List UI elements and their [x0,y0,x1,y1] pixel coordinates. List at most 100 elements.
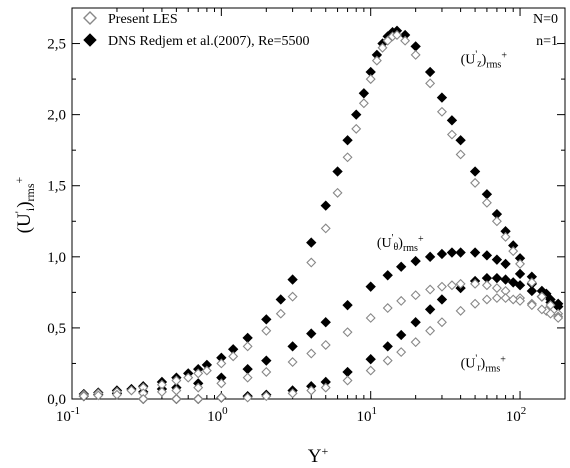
les-point-z [371,55,382,66]
les-point-z [228,351,239,362]
dns-point-r [436,294,448,305]
les-point-z [491,216,502,227]
les-point-z [126,385,137,396]
dns-point-z [275,294,286,305]
x-tick-label: 100 [207,405,228,425]
les-point-θ [491,283,502,294]
x-tick-label: 10-1 [56,405,80,425]
dns-point-z [332,166,343,177]
les-point-θ [365,312,376,323]
dns-point-θ [396,261,407,272]
dns-point-θ [365,281,376,292]
les-point-r [553,312,564,323]
les-point-θ [111,389,122,400]
dns-point-r [382,341,393,352]
les-point-r [138,394,149,404]
les-point-r [193,394,204,404]
curve-label-r: (U'r)rms+ [461,354,507,375]
dns-point-z [469,166,481,177]
les-point-z [410,49,421,60]
y-axis-title: (U'i)rms+ [12,176,37,233]
dns-point-r [410,317,421,328]
les-point-θ [425,284,436,295]
les-point-r [508,294,519,305]
dns-point-θ [382,270,393,281]
les-point-r [287,388,298,399]
les-point-z [515,258,526,269]
dns-point-θ [242,363,253,375]
les-point-θ [216,378,227,389]
les-point-z [508,246,519,257]
les-point-r [342,375,353,386]
les-point-θ [287,357,298,368]
dns-point-θ [500,258,511,270]
les-point-θ [382,303,393,313]
dns-point-θ [410,255,421,267]
les-point-z [332,187,343,198]
les-point-z [261,325,272,336]
les-point-z [500,231,511,242]
dns-point-z [320,200,331,211]
curve-label-z: (U'z)rms+ [461,49,508,70]
les-point-z [171,375,182,386]
dns-point-z [306,237,317,248]
les-point-r [410,337,421,348]
dns-point-z [351,109,362,120]
svg-text:(U'i)rms+: (U'i)rms+ [12,176,37,233]
dns-point-z [455,135,466,146]
data-points [78,25,564,405]
dns-point-θ [261,355,272,366]
dns-point-r [342,366,353,378]
y-tick-label: 2,0 [47,108,66,124]
dns-point-θ [287,341,298,352]
dns-point-z [446,115,458,126]
legend-label-les: Present LES [108,12,178,27]
dns-point-z [342,135,353,146]
les-point-θ [320,339,331,350]
les-point-z [242,341,253,352]
les-point-z [455,149,466,160]
les-point-r [396,347,407,358]
les-point-θ [481,280,492,291]
dns-point-z [481,189,493,200]
les-point-z [342,152,353,163]
les-point-r [382,355,393,366]
dns-point-r [396,329,407,341]
les-point-z [320,223,331,234]
dns-point-θ [469,247,481,258]
les-point-r [536,304,547,315]
y-tick-label: 2,5 [47,37,66,53]
y-tick-label: 0,5 [47,321,66,337]
curve-annotations: (U'z)rms+ (U'θ)rms+ (U'r)rms+ [377,49,507,374]
les-point-r [216,392,227,403]
y-tick-label: 1,5 [47,179,66,195]
dns-point-z [436,92,448,103]
les-point-z [436,106,447,117]
les-point-θ [410,290,421,301]
param-n-small: n=1 [536,34,558,49]
les-point-z [536,291,547,302]
les-point-r [545,308,556,319]
les-point-z [306,257,317,268]
les-point-θ [436,281,447,292]
les-point-z [446,129,457,140]
axis-ticks [71,8,566,400]
les-point-z [358,98,369,109]
y-tick-label: 0,0 [47,392,66,408]
les-point-r [425,325,436,336]
dns-point-θ [481,250,493,261]
y-tick-label: 1,0 [47,250,66,266]
x-axis-title: Y+ [308,444,329,467]
les-point-z [526,277,537,288]
les-point-z [470,177,481,188]
dns-point-θ [514,268,526,280]
les-point-θ [446,280,457,291]
les-point-r [365,365,376,376]
legend-label-dns: DNS Redjem et al.(2007), Re=5500 [108,34,310,49]
dns-point-θ [446,247,458,258]
curve-label-θ: (U'θ)rms+ [377,233,424,254]
dns-point-θ [436,248,448,260]
les-point-z [183,372,194,383]
dns-point-r [424,304,436,315]
tick-labels: 10-1 100 101 102 0,0 0,5 1,0 1,5 2,0 2,5 [47,37,526,425]
